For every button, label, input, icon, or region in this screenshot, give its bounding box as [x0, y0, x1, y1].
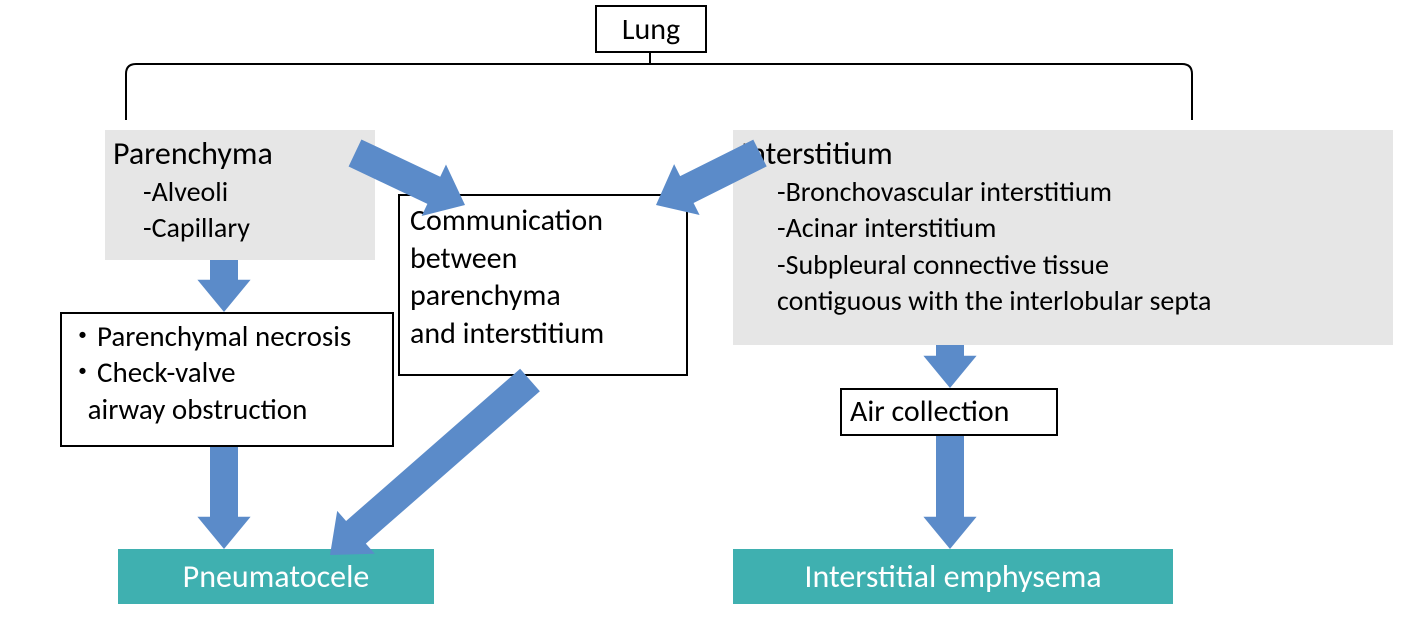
arrow-interstitium-down — [923, 345, 976, 388]
arrows-layer — [0, 0, 1418, 643]
arrow-communication-to-pneumatocele — [330, 369, 540, 555]
arrow-parenchymal-list-down — [197, 447, 250, 549]
arrow-parenchyma-down — [197, 260, 250, 312]
arrow-interstitium-to-communication — [656, 140, 767, 215]
arrow-parenchyma-to-communication — [349, 139, 465, 216]
arrow-air-collection-down — [923, 436, 976, 549]
